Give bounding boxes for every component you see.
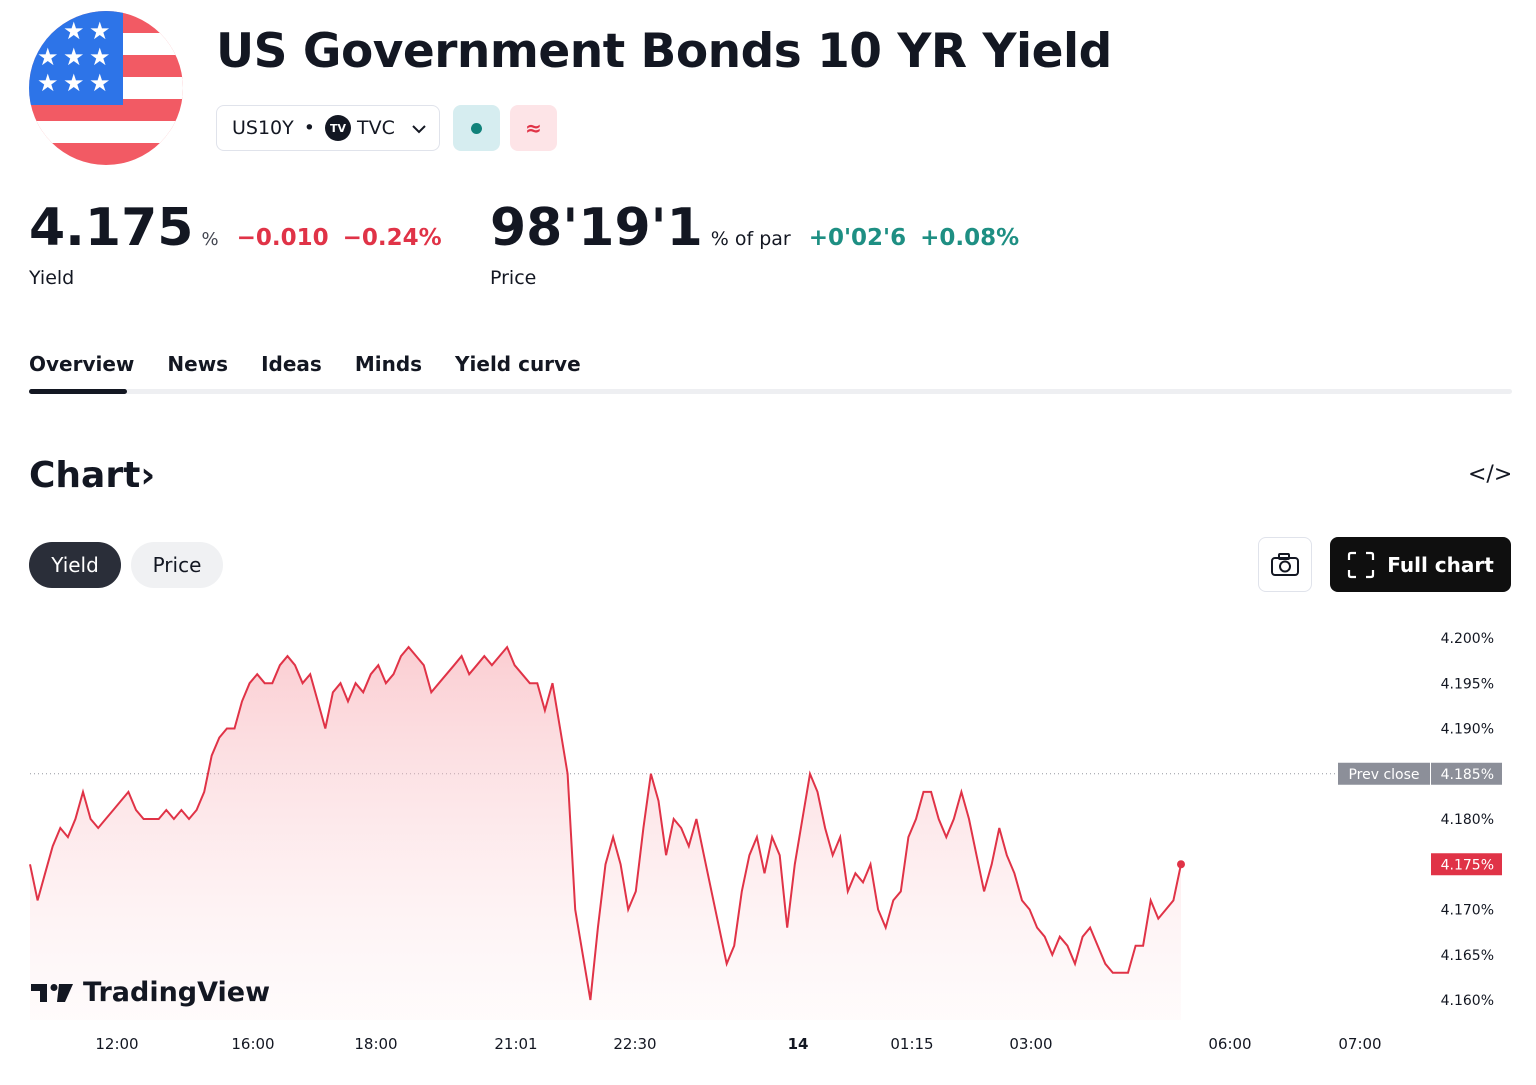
tradingview-wordmark: TradingView	[83, 977, 271, 1008]
chart-heading-link[interactable]: Chart›	[29, 455, 155, 496]
tab-divider	[29, 389, 1512, 394]
x-tick-label: 12:00	[95, 1035, 138, 1053]
last-value-badge	[1431, 853, 1502, 876]
y-tick-label: 4.165%	[1441, 948, 1494, 964]
yield-quote: 4.175 % −0.010 −0.24%	[29, 198, 442, 258]
symbol-label: US10Y	[232, 117, 294, 139]
chart-heading: Chart	[29, 455, 141, 496]
svg-text:★: ★	[89, 69, 111, 97]
prev-close-value: 4.185%	[1441, 767, 1494, 783]
tab-active-indicator	[29, 389, 127, 394]
toggle-price[interactable]: Price	[131, 542, 223, 588]
x-tick-label: 22:30	[613, 1035, 656, 1053]
svg-text:★: ★	[89, 17, 111, 45]
x-tick-label: 06:00	[1208, 1035, 1251, 1053]
camera-icon	[1271, 552, 1299, 576]
svg-text:★: ★	[63, 43, 85, 71]
x-tick-label: 16:00	[231, 1035, 274, 1053]
chevron-right-icon: ›	[140, 455, 156, 496]
fullscreen-icon	[1348, 551, 1375, 578]
prev-close-label: Prev close	[1348, 767, 1419, 783]
page-title: US Government Bonds 10 YR Yield	[216, 24, 1112, 79]
tab-yield-curve[interactable]: Yield curve	[455, 352, 581, 376]
approx-icon: ≈	[525, 116, 542, 140]
tab-overview[interactable]: Overview	[29, 352, 135, 376]
tab-minds[interactable]: Minds	[354, 352, 423, 376]
tab-news[interactable]: News	[167, 352, 229, 376]
y-tick-label: 4.200%	[1441, 631, 1494, 647]
full-chart-label: Full chart	[1387, 552, 1494, 577]
last-point-marker	[1177, 860, 1185, 869]
yield-value: 4.175	[29, 198, 194, 258]
tab-ideas[interactable]: Ideas	[261, 352, 322, 376]
exchange: TV TVC	[324, 115, 395, 141]
yield-area	[30, 647, 1181, 1020]
full-chart-button[interactable]: Full chart	[1330, 537, 1511, 592]
price-unit: % of par	[710, 228, 791, 250]
yield-change-percent: −0.24%	[342, 225, 442, 251]
yield-change: −0.010	[236, 225, 329, 251]
tradingview-logo[interactable]: TradingView	[31, 977, 270, 1008]
toggle-yield[interactable]: Yield	[29, 542, 121, 588]
price-quote: 98'19'1 % of par +0'02'6 +0.08%	[490, 198, 1019, 258]
exchange-label: TVC	[356, 117, 395, 139]
x-tick-label: 21:01	[494, 1035, 537, 1053]
y-tick-label: 4.180%	[1441, 812, 1494, 828]
price-change: +0'02'6	[808, 225, 907, 251]
tradingview-badge-icon: TV	[324, 115, 351, 141]
prev-close-badge: Prev close 4.185%	[1338, 762, 1502, 785]
yield-label: Yield	[29, 267, 75, 289]
x-tick-label: 07:00	[1338, 1035, 1381, 1053]
us-flag-icon: ★ ★ ★ ★ ★ ★ ★ ★	[29, 11, 183, 165]
delayed-data-button[interactable]: ≈	[510, 105, 557, 151]
svg-text:★: ★	[37, 43, 59, 71]
yield-unit: %	[201, 229, 219, 250]
x-tick-label: 01:15	[890, 1035, 933, 1053]
embed-code-icon[interactable]: </>	[1468, 462, 1513, 487]
yield-line	[29, 645, 1182, 1001]
x-tick-label: 18:00	[354, 1035, 397, 1053]
dot-icon	[471, 122, 482, 134]
y-tick-label: 4.170%	[1441, 903, 1494, 919]
chevron-down-icon	[411, 117, 427, 139]
symbol-selector[interactable]: US10Y • TV TVC	[216, 105, 440, 151]
yield-chart[interactable]: 4.200% 4.195% 4.190% 4.180% 4.170% 4.165% 4.16…	[0, 600, 1536, 1085]
svg-text:★: ★	[63, 69, 85, 97]
svg-text:★: ★	[63, 17, 85, 45]
x-tick-label: 14	[788, 1035, 809, 1053]
svg-text:★: ★	[37, 69, 59, 97]
separator-dot: •	[303, 117, 315, 139]
tradingview-logo-icon	[31, 983, 73, 1002]
market-status-button[interactable]	[453, 105, 500, 151]
price-change-percent: +0.08%	[920, 225, 1020, 251]
svg-text:★: ★	[89, 43, 111, 71]
last-value-label: 4.175%	[1441, 857, 1494, 873]
snapshot-button[interactable]	[1258, 537, 1312, 592]
tab-bar: Overview News Ideas Minds Yield curve	[29, 352, 581, 388]
y-tick-label: 4.160%	[1441, 993, 1494, 1009]
price-value: 98'19'1	[490, 198, 703, 258]
price-label: Price	[490, 267, 537, 289]
x-tick-label: 03:00	[1009, 1035, 1052, 1053]
y-tick-label: 4.190%	[1441, 722, 1494, 738]
y-tick-label: 4.195%	[1441, 676, 1494, 692]
